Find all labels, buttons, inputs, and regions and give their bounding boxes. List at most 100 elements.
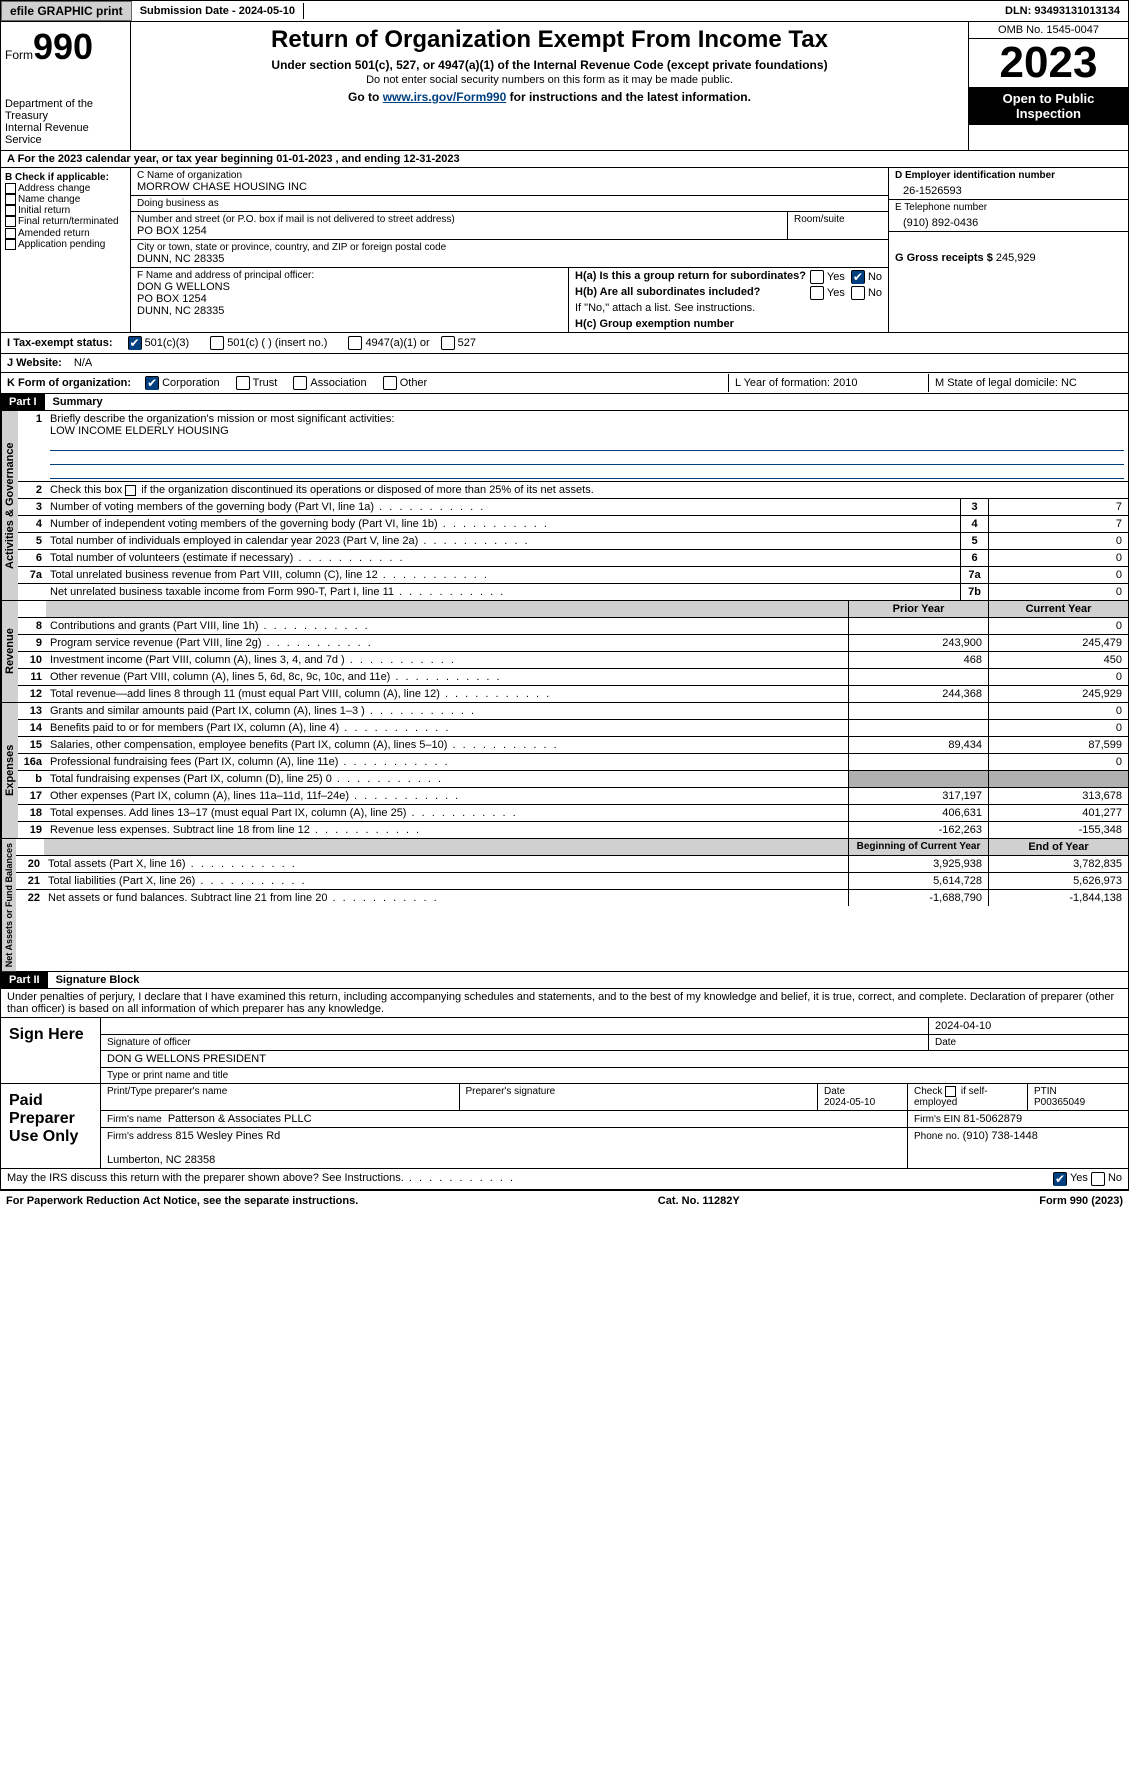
table-row: 13Grants and similar amounts paid (Part …	[18, 703, 1128, 720]
sign-here-block: Sign Here 2024-04-10 Signature of office…	[0, 1018, 1129, 1084]
table-row: 11Other revenue (Part VIII, column (A), …	[18, 669, 1128, 686]
hb-note: If "No," attach a list. See instructions…	[569, 300, 888, 316]
hdr-current-year: Current Year	[988, 601, 1128, 617]
col-b-checkboxes: B Check if applicable: Address change Na…	[1, 168, 131, 332]
perjury-statement: Under penalties of perjury, I declare th…	[0, 989, 1129, 1018]
firm-name: Patterson & Associates PLLC	[168, 1113, 312, 1125]
gross-value: 245,929	[996, 252, 1036, 264]
city-label: City or town, state or province, country…	[137, 242, 882, 253]
table-row: 14Benefits paid to or for members (Part …	[18, 720, 1128, 737]
room-label: Room/suite	[788, 212, 888, 239]
tel-label: E Telephone number	[895, 202, 1122, 213]
hdr-beginning: Beginning of Current Year	[848, 839, 988, 855]
prep-name-hdr: Print/Type preparer's name	[101, 1084, 460, 1110]
chk-527[interactable]	[441, 336, 455, 350]
chk-trust[interactable]	[236, 376, 250, 390]
form-header: Form990 Department of the Treasury Inter…	[0, 22, 1129, 151]
ein-label: D Employer identification number	[895, 170, 1122, 181]
section-governance: Activities & Governance 1 Briefly descri…	[0, 411, 1129, 601]
ha-yes[interactable]	[810, 270, 824, 284]
table-row: bTotal fundraising expenses (Part IX, co…	[18, 771, 1128, 788]
chk-amended-return[interactable]	[5, 228, 16, 239]
chk-initial-return[interactable]	[5, 205, 16, 216]
chk-application-pending[interactable]	[5, 239, 16, 250]
chk-corp[interactable]	[145, 376, 159, 390]
mission-label: Briefly describe the organization's miss…	[50, 413, 394, 425]
table-row: 19Revenue less expenses. Subtract line 1…	[18, 822, 1128, 838]
section-expenses: Expenses 13Grants and similar amounts pa…	[0, 703, 1129, 839]
city-value: DUNN, NC 28335	[137, 253, 882, 265]
section-netassets: Net Assets or Fund Balances Beginning of…	[0, 839, 1129, 972]
sign-date: 2024-04-10	[928, 1018, 1128, 1034]
officer-value: DON G WELLONS PO BOX 1254 DUNN, NC 28335	[137, 281, 562, 317]
chk-address-change[interactable]	[5, 183, 16, 194]
form-number: Form990	[5, 26, 126, 68]
discuss-yes[interactable]	[1053, 1172, 1067, 1186]
row-j-website: J Website: N/A	[0, 354, 1129, 373]
table-row: Net unrelated business taxable income fr…	[18, 584, 1128, 600]
table-row: 12Total revenue—add lines 8 through 11 (…	[18, 686, 1128, 702]
hdr-prior-year: Prior Year	[848, 601, 988, 617]
col-d: D Employer identification number 26-1526…	[888, 168, 1128, 332]
cat-no: Cat. No. 11282Y	[658, 1195, 740, 1207]
table-row: 7aTotal unrelated business revenue from …	[18, 567, 1128, 584]
chk-4947[interactable]	[348, 336, 362, 350]
table-row: 6Total number of volunteers (estimate if…	[18, 550, 1128, 567]
ha-no[interactable]	[851, 270, 865, 284]
col-c-org: C Name of organization MORROW CHASE HOUS…	[131, 168, 888, 332]
chk-501c3[interactable]	[128, 336, 142, 350]
goto-line: Go to www.irs.gov/Form990 for instructio…	[139, 90, 960, 104]
entity-grid: B Check if applicable: Address change Na…	[0, 168, 1129, 333]
table-row: 10Investment income (Part VIII, column (…	[18, 652, 1128, 669]
row-a-taxyear: A For the 2023 calendar year, or tax yea…	[0, 151, 1129, 168]
form-title: Return of Organization Exempt From Incom…	[139, 26, 960, 54]
table-row: 16aProfessional fundraising fees (Part I…	[18, 754, 1128, 771]
vtab-revenue: Revenue	[1, 601, 18, 702]
chk-self-employed[interactable]	[945, 1086, 956, 1097]
mission-value: LOW INCOME ELDERLY HOUSING	[50, 425, 229, 437]
org-name: MORROW CHASE HOUSING INC	[137, 181, 882, 193]
table-row: 9Program service revenue (Part VIII, lin…	[18, 635, 1128, 652]
org-name-label: C Name of organization	[137, 170, 882, 181]
vtab-net: Net Assets or Fund Balances	[1, 839, 16, 971]
page-footer: For Paperwork Reduction Act Notice, see …	[0, 1190, 1129, 1211]
pra-notice: For Paperwork Reduction Act Notice, see …	[6, 1195, 358, 1207]
form-footer: Form 990 (2023)	[1039, 1195, 1123, 1207]
hc-label: H(c) Group exemption number	[575, 318, 734, 330]
year-formation: L Year of formation: 2010	[728, 374, 928, 392]
chk-501c[interactable]	[210, 336, 224, 350]
dba-label: Doing business as	[137, 198, 882, 209]
chk-assoc[interactable]	[293, 376, 307, 390]
chk-final-return[interactable]	[5, 216, 16, 227]
part1-header: Part ISummary	[0, 394, 1129, 411]
hdr-end: End of Year	[988, 839, 1128, 855]
col-b-header: B Check if applicable:	[5, 172, 126, 183]
chk-discontinued[interactable]	[125, 485, 136, 496]
hb-no[interactable]	[851, 286, 865, 300]
hb-yes[interactable]	[810, 286, 824, 300]
topbar: efile GRAPHIC print Submission Date - 20…	[0, 0, 1129, 22]
ssn-warning: Do not enter social security numbers on …	[139, 74, 960, 86]
table-row: 20Total assets (Part X, line 16)3,925,93…	[16, 856, 1128, 873]
ptin-val: P00365049	[1034, 1097, 1085, 1108]
discuss-no[interactable]	[1091, 1172, 1105, 1186]
efile-print-button[interactable]: efile GRAPHIC print	[1, 1, 132, 21]
chk-name-change[interactable]	[5, 194, 16, 205]
sig-date-label: Date	[928, 1035, 1128, 1050]
ptin-hdr: PTIN	[1034, 1086, 1057, 1097]
open-inspection: Open to Public Inspection	[969, 87, 1128, 125]
row-i-tax-status: I Tax-exempt status: 501(c)(3) 501(c) ( …	[0, 333, 1129, 354]
table-row: 5Total number of individuals employed in…	[18, 533, 1128, 550]
part2-header: Part IISignature Block	[0, 972, 1129, 989]
officer-name-title: DON G WELLONS PRESIDENT	[101, 1051, 1128, 1067]
state-domicile: M State of legal domicile: NC	[928, 374, 1128, 392]
form-subtitle: Under section 501(c), 527, or 4947(a)(1)…	[139, 58, 960, 72]
section-revenue: Revenue Prior Year Current Year 8Contrib…	[0, 601, 1129, 703]
paid-preparer-block: Paid Preparer Use Only Print/Type prepar…	[0, 1084, 1129, 1169]
prep-date-val: 2024-05-10	[824, 1097, 875, 1108]
irs-discuss-row: May the IRS discuss this return with the…	[0, 1169, 1129, 1190]
chk-other[interactable]	[383, 376, 397, 390]
addr-label: Number and street (or P.O. box if mail i…	[137, 214, 781, 225]
table-row: 17Other expenses (Part IX, column (A), l…	[18, 788, 1128, 805]
form990-link[interactable]: www.irs.gov/Form990	[383, 90, 507, 104]
